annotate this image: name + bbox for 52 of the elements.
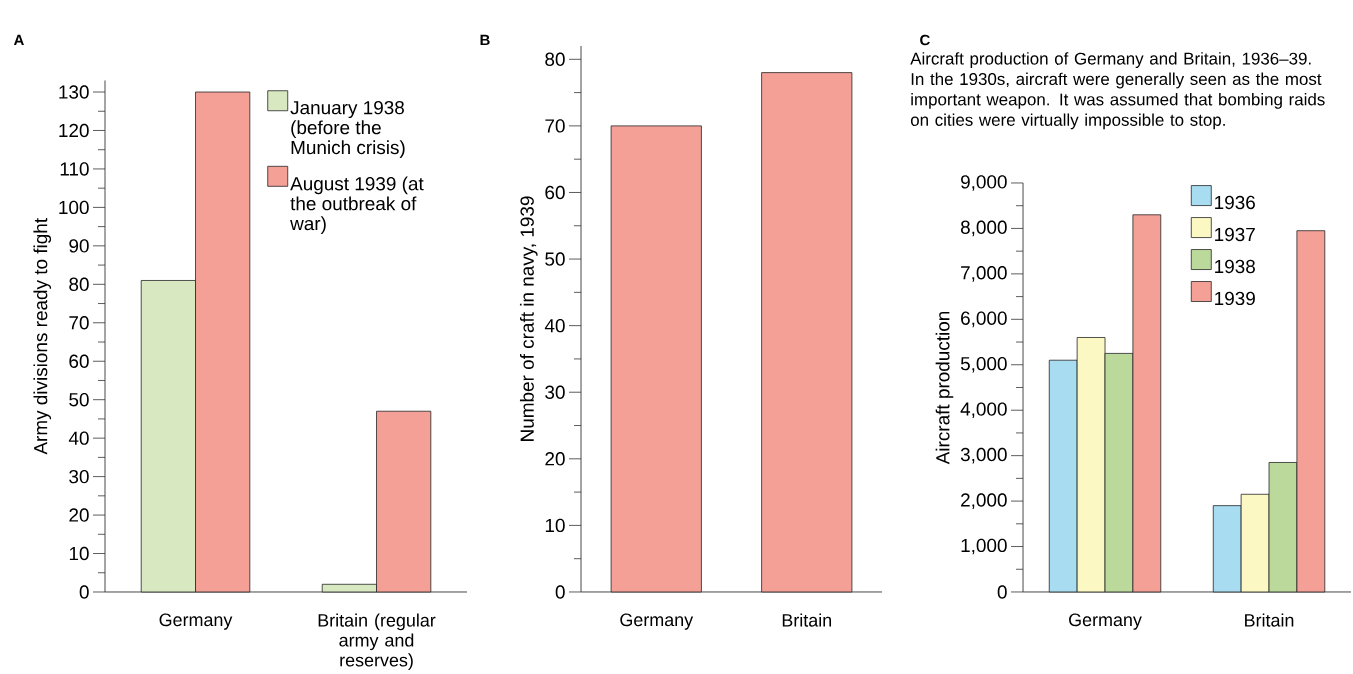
legend-label: 1937 — [1215, 227, 1255, 242]
y-tick-label: 50 — [545, 252, 565, 266]
chart-title: C — [920, 34, 930, 46]
y-axis-title: Army divisions ready to fight — [33, 218, 52, 455]
y-tick-label: 20 — [69, 508, 89, 522]
x-tick-label: Britain (regular army and reserves) — [318, 613, 436, 671]
y-axis-title: Number of craft in navy, 1939 — [519, 196, 538, 441]
y-tick-label: 30 — [69, 469, 89, 484]
legend-label: August 1939 (at the outbreak of war) — [290, 176, 424, 234]
y-tick-label: 40 — [544, 318, 565, 333]
y-tick-label: 30 — [545, 385, 565, 399]
y-tick-label: 7,000 — [961, 266, 1007, 282]
y-tick-label: 80 — [545, 52, 565, 66]
y-tick-label: 1,000 — [961, 538, 1007, 555]
y-tick-label: 10 — [69, 546, 89, 561]
y-tick-label: 4,000 — [960, 402, 1007, 419]
y-tick-label: 0 — [79, 585, 89, 599]
y-tick-label: 2,000 — [961, 493, 1007, 509]
chart-title: B — [480, 34, 490, 46]
y-tick-label: 40 — [68, 431, 89, 445]
y-tick-label: 8,000 — [960, 220, 1007, 237]
y-tick-label: 70 — [69, 316, 89, 330]
legend-label: 1939 — [1215, 291, 1255, 306]
y-tick-label: 9,000 — [961, 175, 1007, 191]
y-tick-label: 0 — [997, 585, 1007, 599]
y-tick-label: 90 — [69, 239, 89, 253]
y-axis-title: Aircraft production — [935, 311, 954, 465]
legend-label: 1936 — [1215, 195, 1255, 210]
x-tick-label: Britain — [782, 613, 832, 627]
y-tick-label: 60 — [69, 354, 89, 368]
y-tick-label: 130 — [59, 85, 89, 99]
y-tick-label: 20 — [545, 452, 565, 466]
legend-label: January 1938 (before the Munich crisis) — [290, 100, 405, 158]
legend-label: 1938 — [1215, 259, 1255, 274]
x-tick-label: Germany — [159, 613, 233, 630]
x-tick-label: Germany — [1069, 613, 1142, 630]
y-tick-label: 70 — [545, 119, 565, 133]
y-tick-label: 100 — [59, 200, 89, 215]
chart-subtitle: Aircraft production of Germany and Britain, 1936–39. In the 1930s, aircraft were generally seen as the most important weapon. It was assumed that bombing raids on cities were virtually impossible to stop. — [910, 52, 1325, 130]
y-tick-label: 6,000 — [961, 311, 1007, 328]
y-tick-label: 10 — [545, 518, 565, 533]
x-tick-label: Germany — [620, 613, 694, 630]
y-tick-label: 80 — [69, 277, 89, 292]
y-tick-label: 120 — [59, 123, 89, 138]
y-tick-label: 110 — [60, 162, 89, 176]
y-tick-label: 60 — [545, 185, 565, 200]
chart-title: A — [13, 34, 24, 46]
y-tick-label: 3,000 — [960, 447, 1007, 464]
y-tick-label: 0 — [555, 585, 565, 599]
x-tick-label: Britain — [1245, 613, 1294, 627]
y-tick-label: 50 — [69, 392, 89, 407]
y-tick-label: 5,000 — [960, 356, 1007, 373]
